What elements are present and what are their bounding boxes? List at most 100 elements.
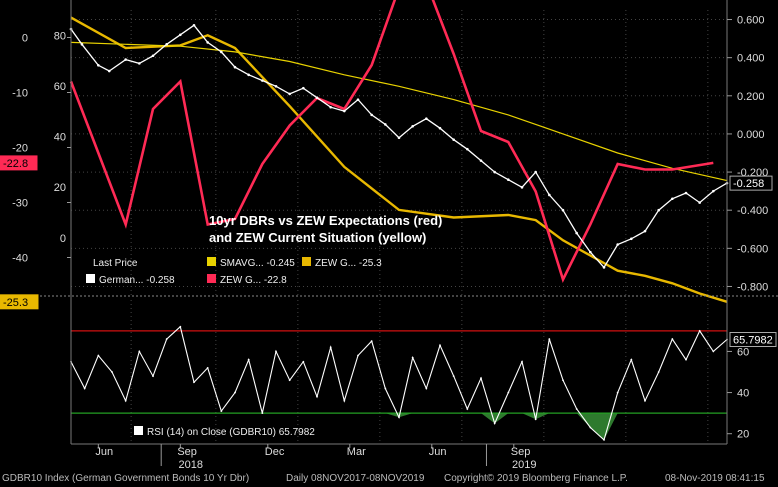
right-tick-label: 0.400 <box>737 53 765 65</box>
rsi-point <box>411 356 414 359</box>
left-red-tick-label: -30 <box>12 198 28 210</box>
zew-expectations-last-tag: -22.8 <box>3 158 28 170</box>
rsi-point <box>343 399 346 402</box>
legend-label: ZEW G... -22.8 <box>220 275 287 286</box>
rsi-point <box>575 408 578 410</box>
rsi-point <box>179 325 182 328</box>
legend-swatch <box>86 274 95 283</box>
rsi-point <box>124 399 127 402</box>
rsi-point <box>534 418 537 421</box>
dbr-price-point <box>507 178 510 181</box>
footer-timestamp: 08-Nov-2019 08:41:15 <box>665 473 765 484</box>
footer-bar: GDBR10 Index (German Government Bonds 10… <box>0 470 778 487</box>
zew-current-last-tag-box <box>0 294 39 310</box>
rsi-last-tag-box <box>729 331 777 347</box>
dbr-price-point <box>356 98 360 101</box>
left-yellow-tick-label: 80 <box>54 30 66 42</box>
dbr-price-point <box>274 84 278 88</box>
dbr-price-point <box>534 170 537 174</box>
rsi-oversold-fill <box>71 413 727 440</box>
rsi-point <box>480 377 482 380</box>
right-tick-label: -0.600 <box>737 243 768 255</box>
dbr-price-point <box>698 201 701 204</box>
dbr-price-point <box>466 147 469 151</box>
dbr-price-point <box>220 50 223 54</box>
rsi-point <box>138 350 141 353</box>
chart-title-line: 10yr DBRs vs ZEW Expectations (red) <box>209 213 442 228</box>
left-red-tick-label: -10 <box>12 88 28 100</box>
left-yellow-tick-label: 0 <box>60 233 66 245</box>
left-yellow-tick-label: 40 <box>54 132 66 144</box>
footer-copyright: Copyright© 2019 Bloomberg Finance L.P. <box>444 473 628 484</box>
rsi-point <box>425 387 428 390</box>
rsi-legend-label: RSI (14) on Close (GDBR10) 65.7982 <box>147 427 315 438</box>
dbr-price-point <box>124 58 127 61</box>
rsi-point <box>152 375 154 378</box>
left-red-tick-label: -20 <box>12 143 28 155</box>
dbr-price-point <box>288 92 291 96</box>
legend-label: SMAVG... -0.245 <box>220 258 295 269</box>
footer-range: Daily 08NOV2017-08NOV2019 <box>286 473 425 484</box>
x-tick-label: Jun <box>95 446 113 458</box>
zew-current-last-tag: -25.3 <box>3 297 28 309</box>
rsi-point <box>97 354 100 357</box>
right-tick-label: 0.200 <box>737 91 765 103</box>
dbr-price-point <box>138 62 141 65</box>
dbr-price-point <box>261 79 264 82</box>
x-tick-label: Sep <box>177 446 197 458</box>
dbr-price-point <box>343 109 346 113</box>
dbr-price-point <box>520 186 524 189</box>
dbr-price-point <box>247 73 250 77</box>
rsi-point <box>644 399 646 402</box>
rsi-point <box>630 358 633 361</box>
rsi-point <box>589 426 592 429</box>
dbr-price-point <box>192 23 196 27</box>
rsi-point <box>288 379 291 382</box>
x-tick-label: Jun <box>429 446 447 458</box>
dbr-price-point <box>616 243 619 246</box>
rsi-point <box>493 422 496 425</box>
zew-expectations-last-tag-box <box>0 155 38 171</box>
rsi-point <box>698 329 701 332</box>
legend-label: ZEW G... -25.3 <box>315 258 382 269</box>
rsi-point <box>165 338 168 340</box>
dbr-price-point <box>671 197 674 201</box>
zew-expectations-line <box>69 0 714 283</box>
rsi-point <box>657 371 660 373</box>
chart-title-line: and ZEW Current Situation (yellow) <box>209 230 426 245</box>
dbr-price-point <box>233 65 237 69</box>
rsi-point <box>712 350 715 353</box>
x-tick-label: Sep <box>511 446 531 458</box>
rsi-point <box>275 350 277 353</box>
rsi-point <box>316 395 318 398</box>
upper-plot <box>69 0 729 303</box>
rsi-tick-label: 20 <box>737 429 749 441</box>
rsi-point <box>111 371 113 373</box>
legend-swatch <box>207 274 216 283</box>
dbr-price-point <box>425 117 428 120</box>
rsi-point <box>247 358 250 361</box>
dbr-price-point <box>107 69 111 73</box>
dbr-price-point <box>643 229 647 233</box>
right-tick-label: -0.800 <box>737 281 768 293</box>
dbr-price-point <box>397 136 401 140</box>
dbr-price-point <box>438 126 442 130</box>
rsi-tick-label: 60 <box>737 346 749 358</box>
rsi-point <box>562 379 564 382</box>
dbr-price-point <box>97 63 100 67</box>
right-tick-label: 0.000 <box>737 129 765 141</box>
dbr-price-point <box>548 193 551 197</box>
rsi-point <box>616 391 619 394</box>
rsi-point <box>234 391 236 394</box>
dbr-price-point <box>575 231 578 235</box>
footer-ticker: GDBR10 Index (German Government Bonds 10… <box>2 473 250 484</box>
dbr-price-point <box>452 138 455 141</box>
dbr-price-point <box>684 191 688 195</box>
dbr-price-point <box>479 159 483 162</box>
dbr-price-point <box>411 125 414 128</box>
rsi-point <box>398 416 400 419</box>
left-yellow-tick-label: 20 <box>54 182 66 194</box>
dbr-price-point <box>493 170 496 174</box>
